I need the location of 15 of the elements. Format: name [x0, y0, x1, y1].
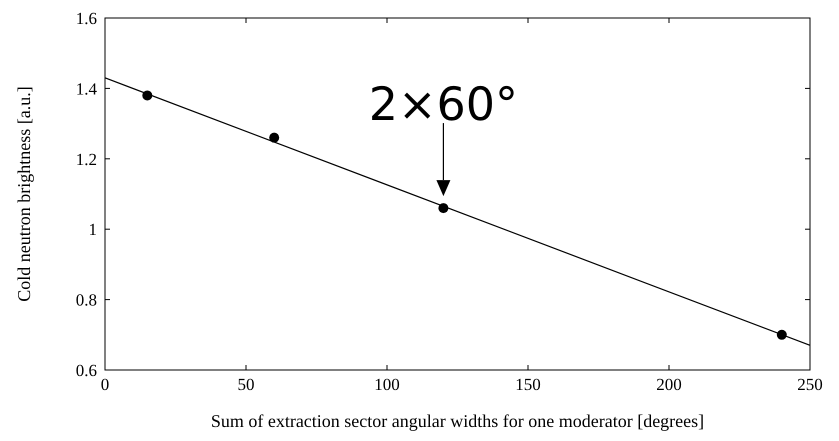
- y-tick-label: 1.2: [76, 150, 97, 169]
- y-axis-title: Cold neutron brightness [a.u.]: [14, 86, 34, 302]
- x-tick-label: 100: [374, 375, 400, 394]
- y-tick-label: 1.4: [76, 79, 98, 98]
- y-tick-label: 0.8: [76, 290, 97, 310]
- x-tick-label: 250: [797, 375, 823, 394]
- x-tick-label: 50: [238, 375, 254, 394]
- y-tick-label: 0.6: [76, 360, 97, 380]
- y-tick-label: 1: [88, 220, 97, 240]
- annotation: 2×60°: [368, 77, 518, 132]
- x-tick-label: 200: [656, 375, 682, 394]
- y-tick-label: 1.6: [76, 8, 97, 28]
- x-tick-label: 0: [100, 375, 110, 394]
- x-axis-title: Sum of extraction sector angular widths for one moderator [degrees]: [210, 411, 704, 431]
- x-tick-label: 150: [515, 375, 541, 394]
